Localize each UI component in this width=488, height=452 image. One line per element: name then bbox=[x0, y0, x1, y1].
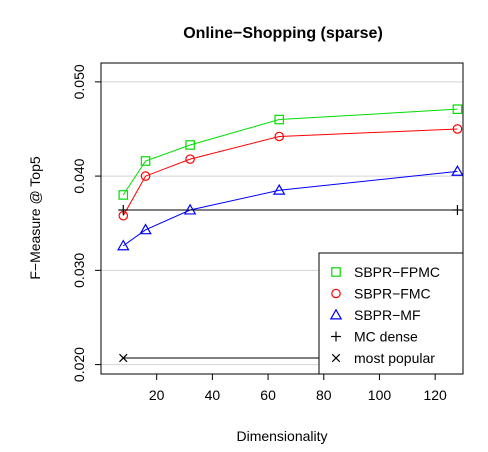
data-point-sbpr-mf bbox=[117, 239, 130, 251]
y-tick-label: 0.030 bbox=[71, 253, 87, 288]
data-point-sbpr-mf bbox=[272, 183, 286, 195]
legend-item: SBPR−FPMC bbox=[331, 264, 440, 280]
legend-marker bbox=[331, 288, 341, 299]
data-point-sbpr-mf bbox=[451, 164, 464, 176]
legend-label: SBPR−MF bbox=[354, 307, 421, 323]
plot-frame bbox=[100, 62, 464, 375]
data-point-sbpr-fmc bbox=[274, 131, 285, 142]
legend-label: SBPR−FMC bbox=[354, 286, 431, 302]
x-axis-label: Dimensionality bbox=[236, 428, 327, 444]
x-tick-label: 40 bbox=[205, 387, 221, 403]
series-line-sbpr-mf bbox=[122, 170, 458, 247]
legend-label: SBPR−FPMC bbox=[354, 264, 440, 280]
data-point-sbpr-fpmc bbox=[274, 114, 285, 125]
legend-marker bbox=[331, 331, 341, 342]
legend: SBPR−FPMC SBPR−FMC SBPR−MF MC dense most pop… bbox=[318, 252, 464, 375]
y-axis: 0.020 0.030 0.040 0.050 bbox=[71, 64, 101, 382]
data-point-mc-dense bbox=[452, 205, 463, 216]
data-point-sbpr-fpmc bbox=[452, 104, 463, 114]
y-tick-label: 0.050 bbox=[71, 64, 87, 99]
data-point-most-popular bbox=[119, 353, 128, 363]
legend-marker bbox=[329, 308, 343, 320]
y-axis-label: F−Measure @ Top5 bbox=[27, 156, 43, 280]
series-line-sbpr-fpmc bbox=[122, 108, 458, 196]
x-tick-label: 60 bbox=[260, 387, 276, 403]
x-axis: 20 40 60 80 100 120 bbox=[149, 374, 447, 403]
legend-label: most popular bbox=[354, 350, 435, 366]
legend-item: MC dense bbox=[331, 329, 418, 345]
data-point-sbpr-fmc bbox=[452, 124, 463, 134]
legend-item: most popular bbox=[331, 350, 435, 366]
x-tick-label: 120 bbox=[423, 387, 447, 403]
chart-title: Online−Shopping (sparse) bbox=[183, 25, 383, 42]
data-point-sbpr-fmc bbox=[185, 154, 195, 164]
data-point-sbpr-mf bbox=[183, 203, 197, 215]
legend-item: SBPR−FMC bbox=[331, 286, 431, 302]
legend-label: MC dense bbox=[354, 329, 418, 345]
legend-item: SBPR−MF bbox=[329, 307, 421, 323]
x-tick-label: 100 bbox=[368, 387, 392, 403]
series-markers bbox=[117, 104, 464, 363]
series-line-sbpr-fmc bbox=[122, 128, 458, 216]
y-tick-label: 0.040 bbox=[71, 158, 87, 193]
legend-box bbox=[318, 252, 464, 375]
legend-marker bbox=[331, 353, 341, 363]
data-point-sbpr-fmc bbox=[140, 171, 151, 181]
x-tick-label: 20 bbox=[149, 387, 165, 403]
data-point-mc-dense bbox=[118, 205, 129, 216]
data-point-sbpr-fpmc bbox=[185, 140, 195, 150]
legend-marker bbox=[331, 267, 341, 277]
x-tick-label: 80 bbox=[316, 387, 332, 403]
y-tick-label: 0.020 bbox=[71, 347, 87, 382]
data-point-sbpr-mf bbox=[139, 223, 152, 235]
data-point-sbpr-fpmc bbox=[140, 156, 151, 166]
data-point-sbpr-fpmc bbox=[118, 190, 129, 200]
